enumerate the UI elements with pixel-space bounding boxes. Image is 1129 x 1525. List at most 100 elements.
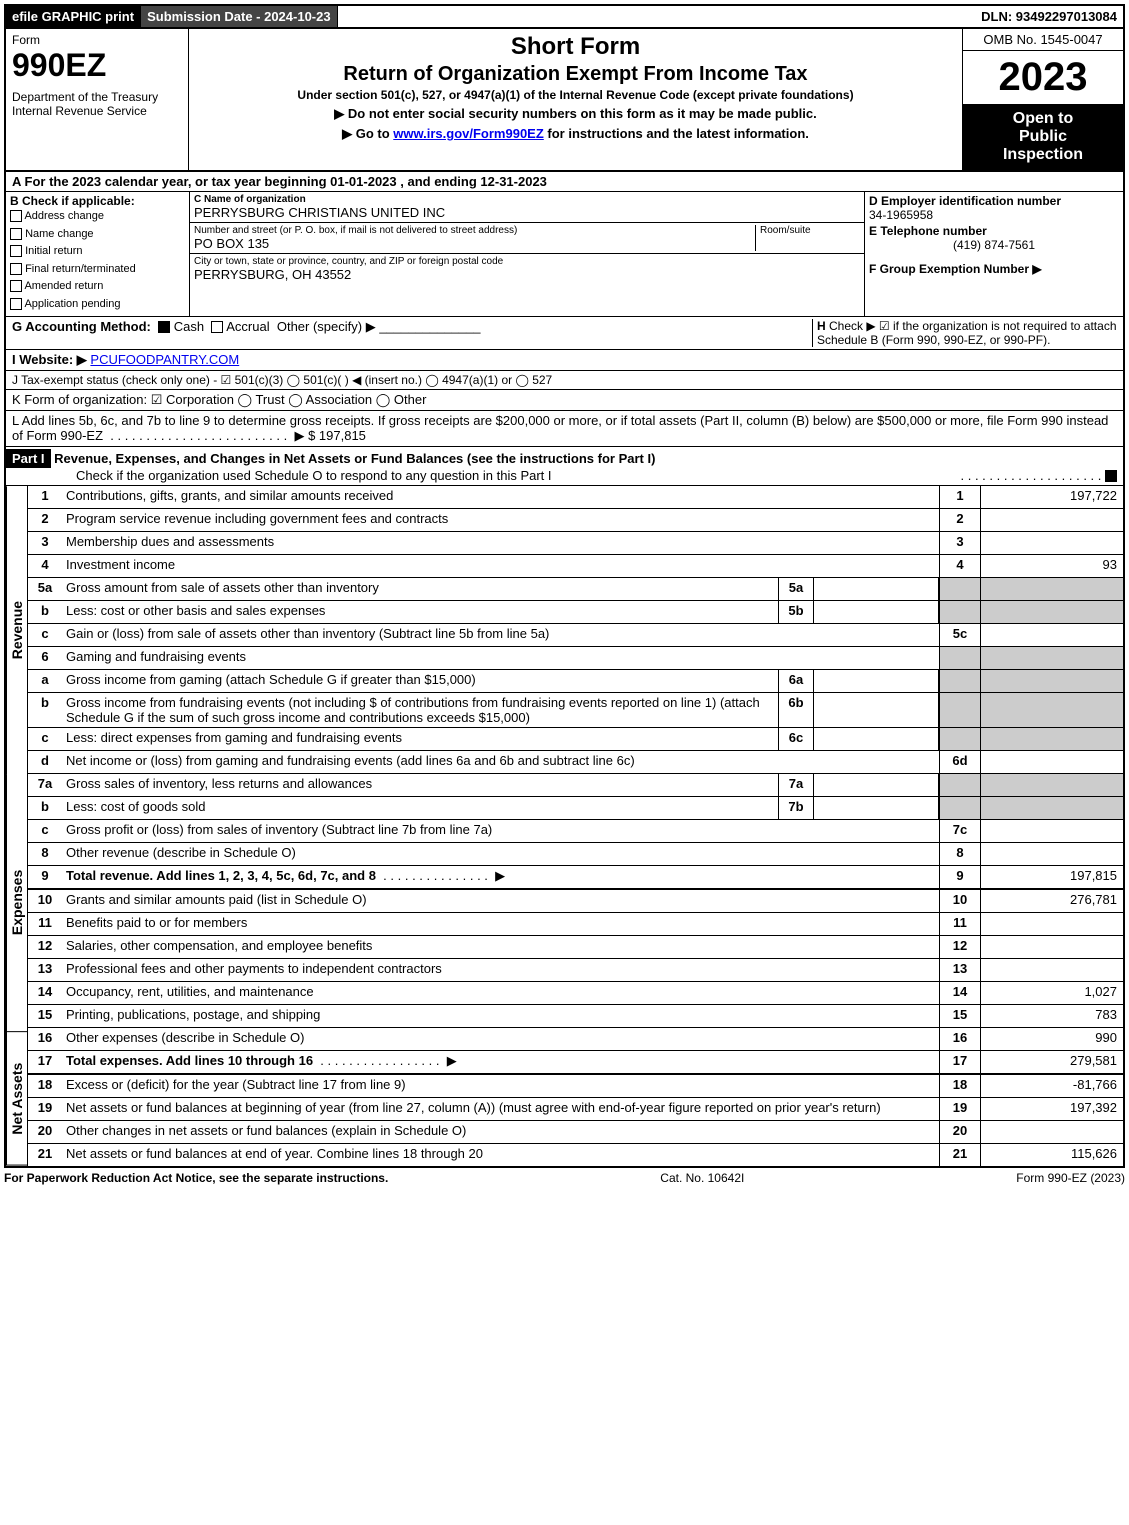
check-cash[interactable] — [158, 321, 170, 333]
dept-treasury: Department of the Treasury — [12, 90, 182, 104]
opt-name: Name change — [25, 228, 94, 240]
c-street-row: Number and street (or P. O. box, if mail… — [190, 223, 864, 254]
line-10: 10Grants and similar amounts paid (list … — [28, 890, 1123, 913]
room-label: Room/suite — [755, 225, 860, 251]
open-3: Inspection — [967, 146, 1119, 164]
col-c: C Name of organization PERRYSBURG CHRIST… — [190, 192, 865, 316]
check-accrual[interactable] — [211, 321, 223, 333]
form-instr-1: ▶ Do not enter social security numbers o… — [195, 106, 956, 122]
l-amount: ▶ $ 197,815 — [294, 428, 365, 443]
g-label: G Accounting Method: — [12, 319, 151, 334]
footer-mid: Cat. No. 10642I — [660, 1171, 744, 1185]
ein-value: 34-1965958 — [869, 208, 1119, 222]
opt-pending: Application pending — [24, 298, 120, 310]
open-to-public: Open to Public Inspection — [963, 104, 1123, 170]
h-label: H — [817, 319, 826, 333]
line-13: 13Professional fees and other payments t… — [28, 959, 1123, 982]
footer-right: Form 990-EZ (2023) — [1016, 1171, 1125, 1185]
line-7a: 7aGross sales of inventory, less returns… — [28, 774, 1123, 797]
line-18: 18Excess or (deficit) for the year (Subt… — [28, 1075, 1123, 1098]
check-initial[interactable] — [10, 245, 22, 257]
l9-desc: Total revenue. Add lines 1, 2, 3, 4, 5c,… — [66, 868, 376, 883]
efile-label: efile GRAPHIC print — [6, 6, 141, 27]
form-title-1: Short Form — [195, 33, 956, 61]
website-link[interactable]: PCUFOODPANTRY.COM — [90, 352, 239, 367]
line-2: 2Program service revenue including gover… — [28, 509, 1123, 532]
line-16: 16Other expenses (describe in Schedule O… — [28, 1028, 1123, 1051]
opt-final: Final return/terminated — [25, 263, 136, 275]
vlabel-netassets: Net Assets — [6, 1032, 27, 1166]
form-title-block: Short Form Return of Organization Exempt… — [189, 29, 963, 170]
c-name-row: C Name of organization PERRYSBURG CHRIST… — [190, 192, 864, 223]
line-7c: cGross profit or (loss) from sales of in… — [28, 820, 1123, 843]
check-name[interactable] — [10, 228, 22, 240]
opt-initial: Initial return — [25, 245, 82, 257]
tax-year: 2023 — [963, 51, 1123, 104]
part1-check-text: Check if the organization used Schedule … — [6, 468, 552, 483]
check-pending[interactable] — [10, 298, 22, 310]
line-3: 3Membership dues and assessments3 — [28, 532, 1123, 555]
group-exempt-label: F Group Exemption Number ▶ — [869, 262, 1119, 276]
top-bar: efile GRAPHIC print Submission Date - 20… — [4, 4, 1125, 29]
phone-value: (419) 874-7561 — [869, 238, 1119, 252]
instr2-b: for instructions and the latest informat… — [544, 126, 809, 141]
irs-link[interactable]: www.irs.gov/Form990EZ — [393, 126, 544, 141]
line-5c: cGain or (loss) from sale of assets othe… — [28, 624, 1123, 647]
row-j: J Tax-exempt status (check only one) - ☑… — [4, 371, 1125, 390]
row-h: H Check ▶ ☑ if the organization is not r… — [812, 319, 1117, 347]
line-21: 21Net assets or fund balances at end of … — [28, 1144, 1123, 1166]
line-12: 12Salaries, other compensation, and empl… — [28, 936, 1123, 959]
line-6b: bGross income from fundraising events (n… — [28, 693, 1123, 728]
table-body: 1Contributions, gifts, grants, and simil… — [28, 486, 1123, 1166]
c-city-row: City or town, state or province, country… — [190, 254, 864, 284]
instr2-a: ▶ Go to — [342, 126, 393, 141]
line-9: 9Total revenue. Add lines 1, 2, 3, 4, 5c… — [28, 866, 1123, 890]
line-20: 20Other changes in net assets or fund ba… — [28, 1121, 1123, 1144]
form-label: Form — [12, 33, 182, 47]
row-i: I Website: ▶ PCUFOODPANTRY.COM — [4, 350, 1125, 371]
irs-label: Internal Revenue Service — [12, 104, 182, 118]
g-accrual: Accrual — [226, 319, 269, 334]
line-14: 14Occupancy, rent, utilities, and mainte… — [28, 982, 1123, 1005]
g-cash: Cash — [174, 319, 204, 334]
open-2: Public — [967, 128, 1119, 146]
page-footer: For Paperwork Reduction Act Notice, see … — [4, 1168, 1125, 1188]
row-k: K Form of organization: ☑ Corporation ◯ … — [4, 390, 1125, 411]
c-city-label: City or town, state or province, country… — [194, 256, 860, 267]
line-6d: dNet income or (loss) from gaming and fu… — [28, 751, 1123, 774]
open-1: Open to — [967, 110, 1119, 128]
row-l: L Add lines 5b, 6c, and 7b to line 9 to … — [4, 411, 1125, 447]
g-other: Other (specify) ▶ — [277, 319, 376, 334]
line-11: 11Benefits paid to or for members11 — [28, 913, 1123, 936]
part1-check[interactable] — [1105, 470, 1117, 482]
line-19: 19Net assets or fund balances at beginni… — [28, 1098, 1123, 1121]
check-amended[interactable] — [10, 280, 22, 292]
line-15: 15Printing, publications, postage, and s… — [28, 1005, 1123, 1028]
line-17: 17Total expenses. Add lines 10 through 1… — [28, 1051, 1123, 1075]
submission-date: Submission Date - 2024-10-23 — [141, 6, 338, 27]
section-bcd: B Check if applicable: Address change Na… — [4, 192, 1125, 317]
line-5a: 5aGross amount from sale of assets other… — [28, 578, 1123, 601]
line-7b: bLess: cost of goods sold7b — [28, 797, 1123, 820]
form-right-block: OMB No. 1545-0047 2023 Open to Public In… — [963, 29, 1123, 170]
omb-number: OMB No. 1545-0047 — [963, 29, 1123, 51]
row-a: A For the 2023 calendar year, or tax yea… — [4, 172, 1125, 192]
form-instr-2: ▶ Go to www.irs.gov/Form990EZ for instru… — [195, 126, 956, 142]
h-text: Check ▶ ☑ if the organization is not req… — [817, 319, 1117, 347]
vlabel-expenses: Expenses — [6, 774, 27, 1032]
opt-amended: Amended return — [24, 280, 103, 292]
c-street-label: Number and street (or P. O. box, if mail… — [194, 225, 755, 236]
opt-address: Address change — [24, 210, 104, 222]
org-city: PERRYSBURG, OH 43552 — [194, 267, 860, 282]
line-6: 6Gaming and fundraising events — [28, 647, 1123, 670]
footer-left: For Paperwork Reduction Act Notice, see … — [4, 1171, 388, 1185]
check-final[interactable] — [10, 263, 22, 275]
check-address[interactable] — [10, 210, 22, 222]
phone-label: E Telephone number — [869, 224, 1119, 238]
dln-label: DLN: 93492297013084 — [975, 6, 1123, 27]
line-5b: bLess: cost or other basis and sales exp… — [28, 601, 1123, 624]
c-name-label: C Name of organization — [194, 194, 860, 205]
line-6a: aGross income from gaming (attach Schedu… — [28, 670, 1123, 693]
form-subtitle: Under section 501(c), 527, or 4947(a)(1)… — [195, 88, 956, 102]
vlabel-revenue: Revenue — [6, 486, 27, 774]
